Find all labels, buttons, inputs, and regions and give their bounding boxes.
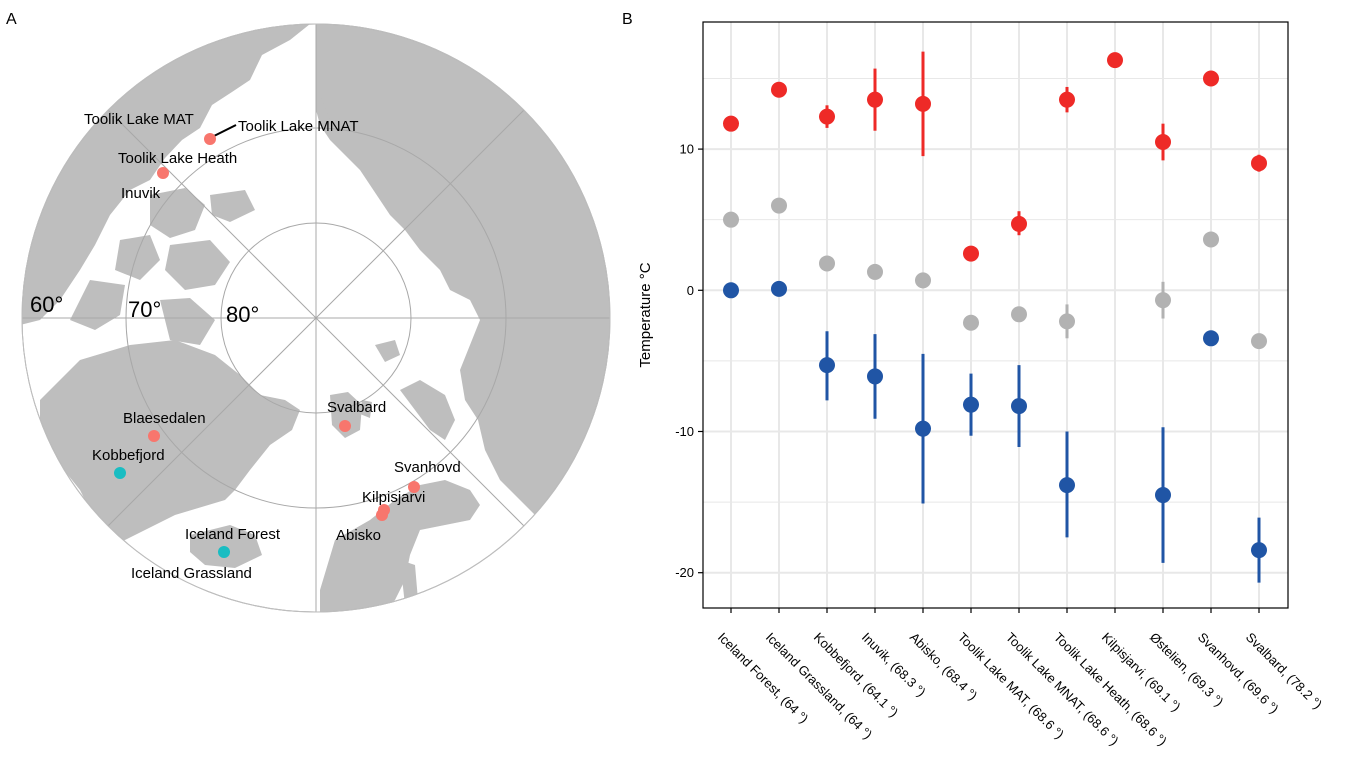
- data-point: [771, 197, 787, 214]
- site-label-kilpisjarvi: Kilpisjarvi: [362, 489, 425, 506]
- y-tick-label: 0: [687, 283, 694, 298]
- data-point: [963, 314, 979, 331]
- data-point: [1251, 333, 1267, 350]
- map-border: [21, 23, 611, 613]
- site-label-toolik-heath: Toolik Lake Heath: [118, 150, 237, 167]
- data-point: [915, 420, 931, 437]
- data-point: [867, 263, 883, 280]
- data-point: [963, 396, 979, 413]
- site-marker-iceland: [218, 546, 230, 558]
- site-marker-svanhovd: [408, 481, 420, 493]
- site-marker-inuvik: [157, 167, 169, 179]
- x-tick-label: Iceland Forest, (64 °): [715, 630, 812, 727]
- data-point: [1059, 313, 1075, 330]
- polar-map: 60° 70° 80° Toolik Lake MAT Toolik Lake …: [21, 23, 611, 613]
- data-point: [819, 108, 835, 125]
- site-marker-abisko: [376, 509, 388, 521]
- data-point: [1155, 487, 1171, 504]
- data-point: [1251, 155, 1267, 172]
- data-point: [723, 282, 739, 299]
- data-point: [1011, 215, 1027, 232]
- data-point: [723, 115, 739, 132]
- data-point: [1011, 398, 1027, 415]
- toolik-mnat-leader: [211, 124, 237, 138]
- lat-label-60: 60°: [30, 292, 63, 317]
- chart-grid: [703, 22, 1288, 608]
- data-point: [1059, 91, 1075, 108]
- data-point: [1155, 134, 1171, 151]
- site-label-svalbard: Svalbard: [327, 399, 386, 416]
- data-point: [867, 91, 883, 108]
- panel-b-label: B: [622, 11, 633, 28]
- plot-border: [702, 21, 1289, 609]
- data-point: [1251, 542, 1267, 559]
- data-point: [771, 81, 787, 98]
- y-tick-label: 10: [680, 142, 694, 157]
- data-point: [1059, 477, 1075, 494]
- data-point: [1203, 330, 1219, 347]
- site-label-kobbefjord: Kobbefjord: [92, 447, 165, 464]
- site-marker-kobbefjord: [114, 467, 126, 479]
- site-marker-svalbard: [339, 420, 351, 432]
- y-tick-label: -20: [675, 565, 694, 580]
- data-point: [1155, 292, 1171, 309]
- data-point: [723, 211, 739, 228]
- data-point: [915, 272, 931, 289]
- lat-label-80: 80°: [226, 302, 259, 327]
- chart-marks: [723, 51, 1267, 583]
- y-axis: -20 -10 0 10: [675, 142, 703, 580]
- data-point: [1203, 231, 1219, 248]
- data-point: [771, 280, 787, 297]
- data-point: [819, 357, 835, 374]
- data-point: [819, 255, 835, 272]
- y-axis-title: Temperature °C: [637, 262, 654, 367]
- temperature-chart: -20 -10 0 10 Iceland Forest, (64 °)Iceland …: [637, 21, 1325, 749]
- data-point: [963, 245, 979, 262]
- site-label-toolik-mnat: Toolik Lake MNAT: [238, 118, 359, 135]
- panel-a-label: A: [6, 11, 17, 28]
- data-point: [867, 368, 883, 385]
- data-point: [1011, 306, 1027, 323]
- site-marker-blaesedalen: [148, 430, 160, 442]
- site-label-abisko: Abisko: [336, 527, 381, 544]
- y-tick-label: -10: [675, 424, 694, 439]
- data-point: [1107, 52, 1123, 69]
- site-label-blaesedalen: Blaesedalen: [123, 410, 206, 427]
- x-axis: Iceland Forest, (64 °)Iceland Grassland,…: [715, 608, 1325, 749]
- site-label-svanhovd: Svanhovd: [394, 459, 461, 476]
- site-label-iceland-forest: Iceland Forest: [185, 526, 281, 543]
- site-label-iceland-grassland: Iceland Grassland: [131, 565, 252, 582]
- data-point: [1203, 70, 1219, 87]
- lat-label-70: 70°: [128, 297, 161, 322]
- land-masses: [22, 24, 610, 612]
- data-point: [915, 95, 931, 112]
- x-tick-label: Svanhovd, (69.6 °): [1195, 630, 1282, 717]
- site-label-toolik-mat: Toolik Lake MAT: [84, 111, 194, 128]
- x-tick-label: Kobbefjord, (64.1 °): [811, 630, 901, 720]
- site-label-inuvik: Inuvik: [121, 185, 161, 202]
- site-marker-toolik-lake: [204, 133, 216, 145]
